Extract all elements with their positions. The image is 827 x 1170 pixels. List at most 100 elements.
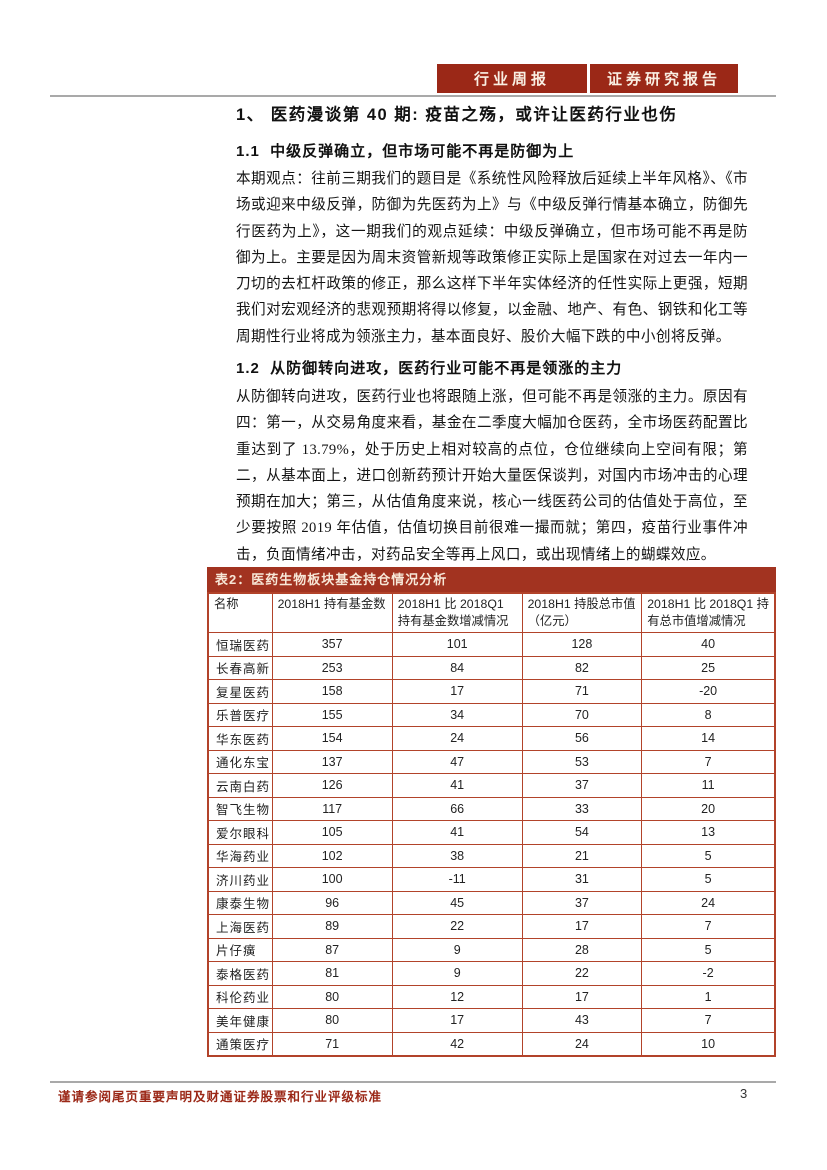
- company-name-cell: 片仔癀: [207, 937, 273, 962]
- value-cell: 31: [521, 867, 643, 892]
- company-name-cell: 智飞生物: [207, 796, 273, 821]
- value-cell: 357: [271, 632, 393, 657]
- value-cell: 24: [521, 1031, 643, 1056]
- company-name-cell: 泰格医药: [207, 961, 273, 986]
- company-name-cell: 上海医药: [207, 914, 273, 939]
- value-cell: 80: [271, 1008, 393, 1033]
- section-1-1-heading: 1.1 中级反弹确立，但市场可能不再是防御为上: [236, 143, 575, 160]
- value-cell: 38: [391, 843, 523, 868]
- report-category-badge: 证券研究报告: [590, 64, 738, 93]
- value-cell: 41: [391, 820, 523, 845]
- value-cell: 5: [641, 867, 776, 892]
- value-cell: -2: [641, 961, 776, 986]
- table-row: 乐普医疗 155 34 70 8: [207, 702, 776, 727]
- table-row: 通策医疗 71 42 24 10: [207, 1031, 776, 1056]
- table-column-header: 名称: [207, 592, 273, 633]
- company-name-cell: 恒瑞医药: [207, 632, 273, 657]
- header-badges: 行业周报 证券研究报告: [437, 64, 738, 93]
- table-row: 爱尔眼科 105 41 54 13: [207, 820, 776, 845]
- page-title: 1、 医药漫谈第 40 期: 疫苗之殇，或许让医药行业也伤: [236, 106, 678, 124]
- company-name-cell: 华东医药: [207, 726, 273, 751]
- table-row: 科伦药业 80 12 17 1: [207, 984, 776, 1009]
- value-cell: 7: [641, 749, 776, 774]
- value-cell: 100: [271, 867, 393, 892]
- table-row: 智飞生物 117 66 33 20: [207, 796, 776, 821]
- table-row: 云南白药 126 41 37 11: [207, 773, 776, 798]
- value-cell: 158: [271, 679, 393, 704]
- company-name-cell: 通策医疗: [207, 1031, 273, 1056]
- value-cell: 84: [391, 655, 523, 680]
- table-body: 恒瑞医药 357 101 128 40 长春高新 253 84 82 25 复星医药 158 17 71-…: [207, 632, 776, 1056]
- section-1-2-heading: 1.2 从防御转向进攻，医药行业可能不再是领涨的主力: [236, 360, 623, 377]
- value-cell: 8: [641, 702, 776, 727]
- value-cell: 17: [391, 1008, 523, 1033]
- table-row: 济川药业 100 -11 31 5: [207, 867, 776, 892]
- value-cell: 71: [521, 679, 643, 704]
- value-cell: 13: [641, 820, 776, 845]
- value-cell: 53: [521, 749, 643, 774]
- company-name-cell: 科伦药业: [207, 984, 273, 1009]
- table-column-header: 2018H1 比 2018Q1 持有总市值增减情况: [641, 592, 776, 633]
- table-row: 片仔癀 87 9 28 5: [207, 937, 776, 962]
- company-name-cell: 美年健康: [207, 1008, 273, 1033]
- value-cell: 253: [271, 655, 393, 680]
- value-cell: 71: [271, 1031, 393, 1056]
- value-cell: 105: [271, 820, 393, 845]
- company-name-cell: 通化东宝: [207, 749, 273, 774]
- value-cell: 1: [641, 984, 776, 1009]
- value-cell: 101: [391, 632, 523, 657]
- value-cell: 37: [521, 773, 643, 798]
- value-cell: -11: [391, 867, 523, 892]
- value-cell: 11: [641, 773, 776, 798]
- value-cell: 28: [521, 937, 643, 962]
- value-cell: 155: [271, 702, 393, 727]
- value-cell: 117: [271, 796, 393, 821]
- value-cell: 5: [641, 937, 776, 962]
- value-cell: 126: [271, 773, 393, 798]
- value-cell: 7: [641, 914, 776, 939]
- value-cell: 82: [521, 655, 643, 680]
- value-cell: 25: [641, 655, 776, 680]
- value-cell: 9: [391, 961, 523, 986]
- value-cell: 56: [521, 726, 643, 751]
- value-cell: 21: [521, 843, 643, 868]
- value-cell: 137: [271, 749, 393, 774]
- value-cell: 37: [521, 890, 643, 915]
- value-cell: 14: [641, 726, 776, 751]
- fund-holdings-table-block: 表2：医药生物板块基金持仓情况分析 名称 2018H1 持有基金数 2018H1 比…: [207, 567, 776, 1057]
- table-row: 上海医药 89 22 17 7: [207, 914, 776, 939]
- value-cell: 5: [641, 843, 776, 868]
- table-column-header: 2018H1 比 2018Q1 持有基金数增减情况: [391, 592, 523, 633]
- value-cell: 7: [641, 1008, 776, 1033]
- value-cell: 81: [271, 961, 393, 986]
- page-number: 3: [740, 1086, 748, 1101]
- value-cell: 54: [521, 820, 643, 845]
- table-header-row: 名称 2018H1 持有基金数 2018H1 比 2018Q1 持有基金数增减情况 2…: [207, 592, 776, 633]
- value-cell: 128: [521, 632, 643, 657]
- value-cell: 41: [391, 773, 523, 798]
- footer-disclaimer: 谨请参阅尾页重要声明及财通证券股票和行业评级标准: [58, 1090, 383, 1104]
- value-cell: 9: [391, 937, 523, 962]
- value-cell: 45: [391, 890, 523, 915]
- table-row: 泰格医药 81 9 22 -2: [207, 961, 776, 986]
- footer-divider: [50, 1081, 776, 1083]
- value-cell: 80: [271, 984, 393, 1009]
- value-cell: 87: [271, 937, 393, 962]
- value-cell: 34: [391, 702, 523, 727]
- value-cell: 17: [391, 679, 523, 704]
- value-cell: 22: [391, 914, 523, 939]
- value-cell: 42: [391, 1031, 523, 1056]
- value-cell: 89: [271, 914, 393, 939]
- value-cell: 12: [391, 984, 523, 1009]
- header-divider: [50, 95, 776, 97]
- table-title: 表2：医药生物板块基金持仓情况分析: [207, 567, 776, 592]
- value-cell: 40: [641, 632, 776, 657]
- value-cell: 154: [271, 726, 393, 751]
- company-name-cell: 爱尔眼科: [207, 820, 273, 845]
- table-row: 华东医药 154 24 56 14: [207, 726, 776, 751]
- value-cell: 20: [641, 796, 776, 821]
- value-cell: 17: [521, 914, 643, 939]
- table-row: 恒瑞医药 357 101 128 40: [207, 632, 776, 657]
- table-row: 复星医药 158 17 71 -20: [207, 679, 776, 704]
